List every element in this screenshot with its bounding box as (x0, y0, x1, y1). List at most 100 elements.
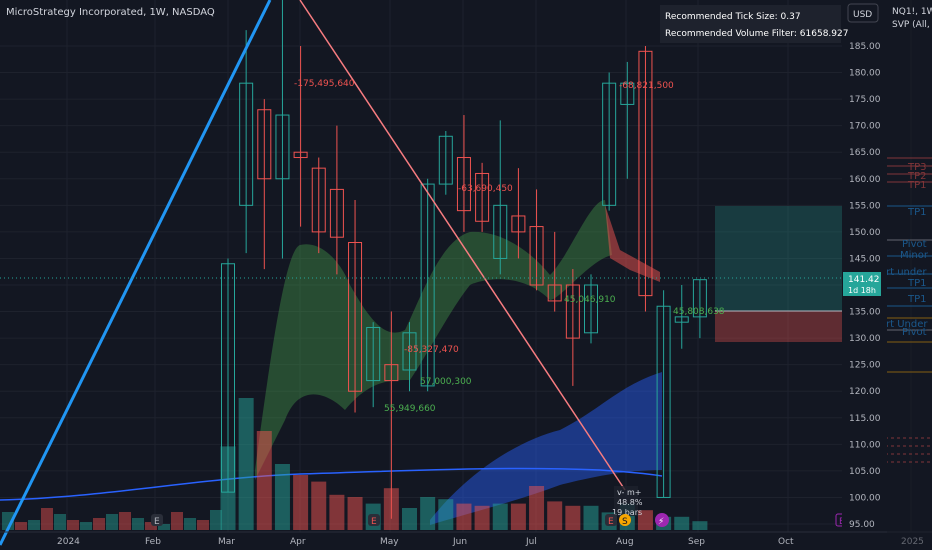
candle-body (529, 226, 544, 286)
volume-bar (132, 518, 144, 530)
volume-bar (402, 508, 417, 530)
tick-size-text: Recommended Tick Size: 0.37 (665, 12, 801, 22)
tooltip-line-1: v- m+ (617, 488, 641, 497)
volume-bar (329, 494, 345, 530)
time-tick-label: Oct (778, 537, 794, 547)
price-axis[interactable]: 185.00 180.00 175.00 170.00 165.00 160.00 155.… (849, 42, 881, 530)
volume-filter-text: Recommended Volume Filter: 61658.927 (665, 29, 848, 39)
price-tick-label: 170.00 (849, 122, 881, 132)
candle-body (584, 284, 598, 334)
blue-trend-line[interactable] (0, 0, 272, 546)
earnings-icon[interactable]: E (608, 517, 614, 527)
earnings-icon[interactable]: E (371, 517, 377, 527)
candles (221, 0, 707, 519)
volume-bar (547, 501, 563, 530)
volume-bar (456, 503, 472, 530)
candle-body (638, 50, 653, 297)
currency-button[interactable] (847, 3, 879, 23)
tooltip-line-3: 19 bars (612, 508, 642, 517)
candle-body (547, 284, 562, 302)
settings-table (660, 5, 841, 43)
candle-body (565, 284, 580, 339)
volume-annotation-7: 45,046,910 (564, 295, 616, 305)
symbol-title[interactable]: MicroStrategy Incorporated, 1W, NASDAQ (6, 7, 215, 18)
price-tick-label: 125.00 (849, 361, 881, 371)
long-target-zone[interactable] (715, 206, 842, 311)
volume-bar (492, 503, 508, 530)
volume-annotation-6: 55,949,660 (384, 404, 436, 414)
price-axis-bg (842, 0, 887, 532)
volume-bar (197, 520, 209, 530)
time-tick-label: Sep (688, 537, 705, 547)
current-price-badge (843, 272, 881, 296)
time-tick-label: May (380, 537, 399, 547)
volume-bar (674, 516, 690, 530)
volume-bar (54, 514, 66, 530)
time-axis[interactable]: 2024FebMarAprMayJunJulAugSepOct2025 (57, 537, 924, 547)
volume-bar (420, 497, 436, 530)
candle-body (602, 82, 617, 206)
current-price-value: 141.42 (848, 275, 880, 285)
long-stop-zone[interactable] (715, 311, 842, 342)
price-tick-label: 100.00 (849, 493, 881, 503)
candle-body (329, 188, 344, 238)
price-tick-label: 175.00 (849, 95, 881, 105)
volume-bar (510, 503, 526, 530)
volume-bar (80, 522, 92, 530)
volume-bar (93, 518, 105, 530)
dividend-icon[interactable]: ⚡ (658, 517, 664, 527)
stats-tooltip-bg (614, 486, 638, 516)
price-tick-label: 130.00 (849, 334, 881, 344)
volume-bar (145, 522, 157, 530)
candle-body (366, 326, 381, 382)
volume-bar (28, 520, 40, 530)
countdown: 1d 18h (848, 286, 876, 295)
price-tick-label: 115.00 (849, 414, 881, 424)
volume-bar (347, 497, 363, 530)
price-tick-label: 180.00 (849, 69, 881, 79)
volume-bar (438, 499, 454, 530)
volume-bar (238, 398, 254, 530)
candle-body (511, 215, 526, 233)
volume-annotation-3: -63,690,450 (458, 184, 513, 194)
volume-bar (565, 505, 581, 530)
volume-annotation-4: -85,327,470 (404, 345, 459, 355)
time-tick-label: Jul (525, 537, 537, 547)
price-tick-label: 120.00 (849, 387, 881, 397)
side-panel-symbol: NQ1!, 1W (892, 7, 932, 17)
volume-bar (158, 524, 170, 530)
currency-label: USD (853, 10, 872, 20)
candle-body (402, 332, 417, 371)
volume-bar (210, 510, 222, 530)
time-tick-label: Aug (616, 537, 634, 547)
volume-annotation-2: -68,821,500 (619, 81, 674, 91)
earnings-icon[interactable]: E (154, 517, 160, 527)
time-tick-label: Feb (145, 537, 161, 547)
split-icon[interactable]: S (622, 517, 628, 527)
candle-body (239, 82, 254, 206)
volume-bar (529, 486, 545, 530)
price-tick-label: 135.00 (849, 308, 881, 318)
candle-body (456, 157, 471, 212)
price-tick-label: 95.00 (849, 520, 875, 530)
candle-body (674, 316, 689, 323)
candle-body (311, 167, 326, 233)
candle-body (293, 151, 308, 159)
blue-cloud-band (430, 372, 662, 525)
tooltip-line-2: 48.8% (617, 498, 643, 507)
volume-bar (119, 512, 131, 530)
candle-body (257, 109, 272, 180)
volume-bar (293, 475, 309, 530)
candle-body (620, 82, 635, 105)
volume-bar (184, 518, 196, 530)
candle-body (221, 263, 235, 493)
price-tick-label: 105.00 (849, 467, 881, 477)
volume-bar (583, 505, 599, 530)
volume-bar (256, 431, 272, 530)
volume-annotation-1: -175,495,640 (294, 79, 355, 89)
red-ma-band (605, 205, 660, 282)
red-trend-line[interactable] (299, 0, 626, 491)
volume-bar (692, 521, 708, 530)
candle-body (692, 279, 707, 318)
